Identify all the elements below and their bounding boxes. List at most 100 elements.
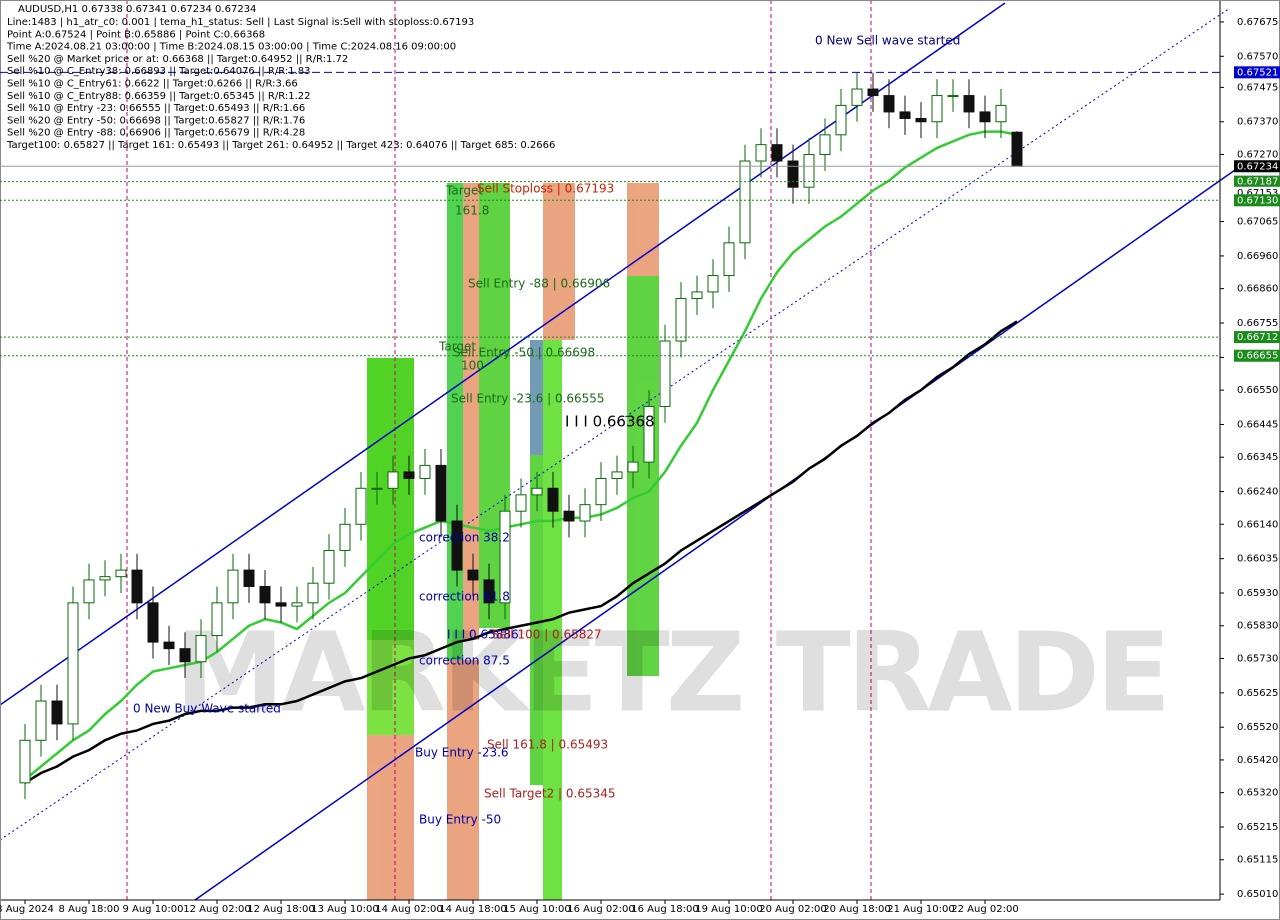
y-tick-label: 0.65730	[1237, 653, 1278, 664]
y-tick-label: 0.66445	[1237, 419, 1278, 430]
info-line: Sell %10 @ Entry -23: 0.66555 || Target:…	[7, 103, 305, 114]
x-tick-label: 8 Aug 2024	[0, 904, 54, 915]
y-tick-label: 0.67370	[1237, 117, 1278, 128]
chart-title: AUDUSD,H1 0.67338 0.67341 0.67234 0.6723…	[18, 4, 256, 15]
candle-body	[275, 602, 287, 607]
zone	[447, 660, 479, 900]
price-label-bg	[1234, 66, 1280, 79]
candle-body	[371, 487, 383, 490]
info-line: Sell %20 @ Entry -50: 0.66698 || Target:…	[7, 115, 305, 126]
candle-body	[83, 579, 95, 604]
y-tick-label: 0.65930	[1237, 588, 1278, 599]
zone	[543, 183, 575, 340]
candle-body	[739, 160, 751, 244]
price-label: 0.67234	[1237, 161, 1278, 172]
annotation: Target	[445, 184, 483, 198]
candle-body	[851, 88, 863, 106]
candle-body	[691, 291, 703, 299]
annotation: 161.8	[455, 204, 489, 218]
candle-body	[979, 111, 991, 123]
candle-body	[1011, 131, 1023, 167]
info-line: Sell %10 @ C_Entry61: 0.6622 || Target:0…	[7, 79, 298, 90]
candle-body	[355, 487, 367, 525]
candle-body	[931, 95, 943, 123]
price-label-bg	[1234, 175, 1280, 188]
y-tick-label: 0.66035	[1237, 554, 1278, 565]
zone	[530, 455, 545, 785]
info-line: Sell %10 @ C_Entry38: 0.66893 || Target:…	[7, 66, 310, 77]
candle-body	[771, 144, 783, 162]
candle-body	[723, 242, 735, 277]
candle-body	[707, 275, 719, 293]
watermark: MARKETZ TRADE	[175, 608, 1167, 736]
annotation: correction 61.8	[419, 590, 510, 604]
candle-body	[403, 471, 415, 479]
candle-body	[659, 340, 671, 407]
info-line: Sell %20 @ Entry -88: 0.66906 || Target:…	[7, 128, 305, 139]
candle-body	[227, 569, 239, 604]
x-tick-label: 22 Aug 02:00	[951, 904, 1018, 915]
candle-body	[643, 405, 655, 463]
candle-body	[579, 504, 591, 522]
zone	[530, 340, 545, 455]
y-tick-label: 0.66140	[1237, 519, 1278, 530]
y-tick-label: 0.65625	[1237, 688, 1278, 699]
candle-body	[67, 602, 79, 725]
y-tick-label: 0.66345	[1237, 452, 1278, 463]
candle-body	[339, 523, 351, 551]
x-tick-label: 13 Aug 10:00	[311, 904, 378, 915]
y-tick-label: 0.66755	[1237, 318, 1278, 329]
candle-body	[195, 635, 207, 663]
candle-body	[963, 95, 975, 113]
price-label: 0.66712	[1237, 332, 1278, 343]
candle-body	[627, 461, 639, 473]
candle-body	[419, 464, 431, 479]
candle-body	[115, 569, 127, 578]
x-tick-label: 20 Aug 02:00	[759, 904, 826, 915]
price-label: 0.67130	[1237, 195, 1278, 206]
annotation: 0 New Sell wave started	[815, 34, 960, 48]
candle-body	[259, 585, 271, 604]
candle-body	[163, 641, 175, 650]
zone	[367, 735, 414, 900]
info-line: Time A:2024.08.21 03:00:00 | Time B:2024…	[6, 42, 456, 53]
info-line: Point A:0.67524 | Point B:0.65886 | Poin…	[7, 29, 265, 40]
y-tick-label: 0.66860	[1237, 284, 1278, 295]
annotation: Sell Stoploss | 0.67193	[477, 182, 614, 196]
annotation: Sell 161.8 | 0.65493	[487, 738, 608, 752]
annotation: Sell Entry -88 | 0.66906	[468, 277, 610, 291]
candle-body	[451, 520, 463, 571]
zone	[627, 183, 659, 276]
candle-body	[147, 602, 159, 643]
annotation: Sell Target2 | 0.65345	[484, 787, 616, 801]
y-tick-label: 0.65010	[1237, 889, 1278, 900]
annotation: correction 87.5	[419, 654, 510, 668]
y-tick-label: 0.65830	[1237, 621, 1278, 632]
candle-body	[899, 111, 911, 119]
candle-body	[131, 569, 143, 604]
y-tick-label: 0.66550	[1237, 385, 1278, 396]
candle-body	[291, 602, 303, 607]
candle-body	[787, 160, 799, 188]
candle-body	[387, 471, 399, 489]
info-line: Sell %10 @ C_Entry88: 0.66359 || Target:…	[7, 91, 310, 102]
annotation: Sell Entry -50 | 0.66698	[453, 346, 595, 360]
candle-body	[835, 104, 847, 136]
candle-body	[51, 700, 63, 725]
y-tick-label: 0.65420	[1237, 755, 1278, 766]
zone	[367, 640, 414, 735]
annotation: I I I 0.65886	[447, 628, 519, 642]
annotation: Buy Entry -50	[419, 813, 501, 827]
candle-body	[675, 297, 687, 342]
y-tick-label: 0.67270	[1237, 149, 1278, 160]
y-tick-label: 0.67065	[1237, 217, 1278, 228]
candle-body	[19, 739, 31, 784]
candle-body	[499, 510, 511, 604]
zone	[627, 276, 659, 676]
candle-body	[515, 494, 527, 512]
candle-body	[99, 576, 111, 581]
channel-line	[194, 169, 1236, 901]
x-tick-label: 8 Aug 18:00	[58, 904, 119, 915]
moving-average	[24, 320, 1018, 784]
